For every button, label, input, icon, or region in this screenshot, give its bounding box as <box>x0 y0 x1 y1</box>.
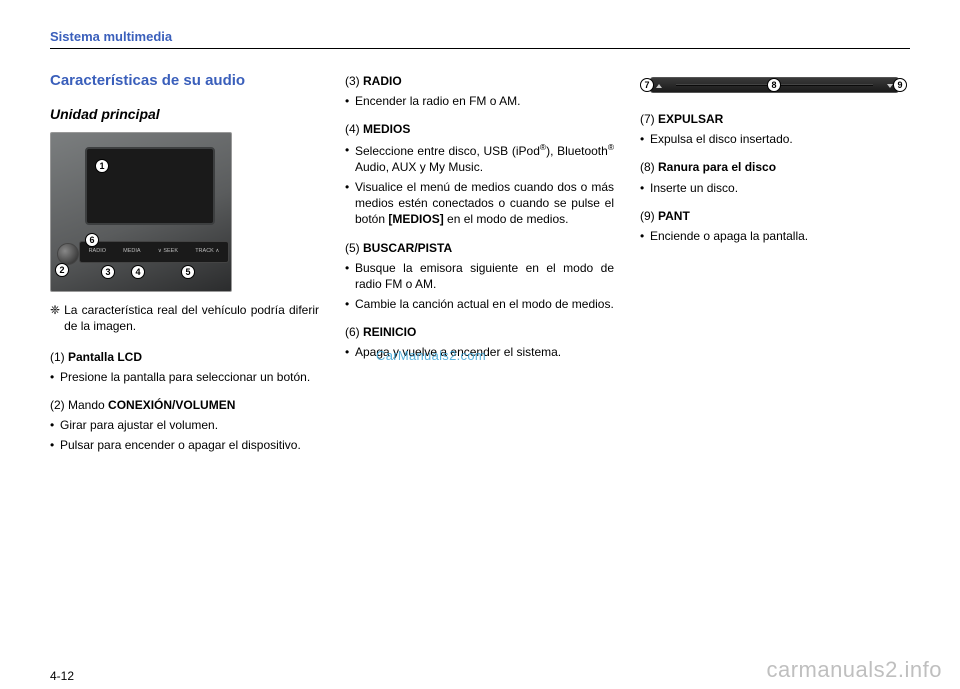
item-4-list: Seleccione entre disco, USB (iPod®), Blu… <box>345 142 614 228</box>
callout-5: 5 <box>181 265 195 279</box>
item-2-num: (2) Mando <box>50 398 108 412</box>
item-9-title: PANT <box>658 209 690 223</box>
item-5-list: Busque la emisora siguiente en el modo d… <box>345 260 614 313</box>
item-6-num: (6) <box>345 325 363 339</box>
item-5-title: BUSCAR/PISTA <box>363 241 452 255</box>
list-item: Seleccione entre disco, USB (iPod®), Blu… <box>345 142 614 175</box>
list-item: Visualice el menú de medios cuando dos o… <box>345 179 614 228</box>
item-8-head: (8) Ranura para el disco <box>640 159 909 175</box>
disclaimer-note: ❈ La característica real del vehículo po… <box>50 302 319 334</box>
item-4-num: (4) <box>345 122 363 136</box>
item-1-num: (1) <box>50 350 68 364</box>
callout-9: 9 <box>893 78 907 92</box>
note-text: La característica real del vehículo podr… <box>64 302 319 334</box>
item-9-head: (9) PANT <box>640 208 909 224</box>
list-item: Presione la pantalla para seleccionar un… <box>50 369 319 385</box>
list-item: Girar para ajustar el volumen. <box>50 417 319 433</box>
item-9-list: Enciende o apaga la pantalla. <box>640 228 909 244</box>
item-7-head: (7) EXPULSAR <box>640 111 909 127</box>
column-1: Características de su audio Unidad princ… <box>50 71 319 465</box>
btn-radio-label: RADIO <box>89 248 106 255</box>
item-3-title: RADIO <box>363 74 402 88</box>
item-8-title: Ranura para el disco <box>658 160 776 174</box>
item-5-head: (5) BUSCAR/PISTA <box>345 240 614 256</box>
item-9-num: (9) <box>640 209 658 223</box>
disc-slot-graphic: 7 8 9 <box>640 71 909 99</box>
item-2-head: (2) Mando CONEXIÓN/VOLUMEN <box>50 397 319 413</box>
btn-track-label: TRACK ∧ <box>195 248 219 255</box>
list-item: Inserte un disco. <box>640 180 909 196</box>
btn-media-label: MEDIA <box>123 248 140 255</box>
head-unit-photo: RADIO MEDIA ∨ SEEK TRACK ∧ 1 2 6 3 4 5 <box>50 132 232 292</box>
item-6-head: (6) REINICIO <box>345 324 614 340</box>
item-1-title: Pantalla LCD <box>68 350 142 364</box>
list-item: Pulsar para encender o apagar el disposi… <box>50 437 319 453</box>
item-3-list: Encender la radio en FM o AM. <box>345 93 614 109</box>
button-row: RADIO MEDIA ∨ SEEK TRACK ∧ <box>79 241 229 263</box>
feature-heading: Características de su audio <box>50 71 319 91</box>
note-symbol: ❈ <box>50 302 60 334</box>
item-2-list: Girar para ajustar el volumen. Pulsar pa… <box>50 417 319 453</box>
callout-3: 3 <box>101 265 115 279</box>
callout-4: 4 <box>131 265 145 279</box>
item-3-num: (3) <box>345 74 363 88</box>
list-item: Busque la emisora siguiente en el modo d… <box>345 260 614 292</box>
item-8-num: (8) <box>640 160 658 174</box>
list-item: Cambie la canción actual en el modo de m… <box>345 296 614 312</box>
item-5-num: (5) <box>345 241 363 255</box>
page-number: 4-12 <box>50 669 74 683</box>
volume-knob <box>57 243 79 265</box>
item-6-title: REINICIO <box>363 325 416 339</box>
callout-7: 7 <box>640 78 654 92</box>
manual-page: Sistema multimedia Características de su… <box>50 28 910 658</box>
item-3-head: (3) RADIO <box>345 73 614 89</box>
item-4-head: (4) MEDIOS <box>345 121 614 137</box>
column-2: (3) RADIO Encender la radio en FM o AM. … <box>345 71 614 465</box>
eject-icon <box>656 84 662 88</box>
list-item: Encender la radio en FM o AM. <box>345 93 614 109</box>
item-7-title: EXPULSAR <box>658 112 723 126</box>
callout-2: 2 <box>55 263 69 277</box>
content-columns: Características de su audio Unidad princ… <box>50 71 910 465</box>
section-title: Sistema multimedia <box>50 29 172 44</box>
btn-seek-label: ∨ SEEK <box>158 248 178 255</box>
column-3: 7 8 9 (7) EXPULSAR Expulsa el disco inse… <box>640 71 909 465</box>
subsection-heading: Unidad principal <box>50 105 319 124</box>
callout-8: 8 <box>767 78 781 92</box>
item-1-head: (1) Pantalla LCD <box>50 349 319 365</box>
watermark-bottom: carmanuals2.info <box>766 657 942 683</box>
list-item: Enciende o apaga la pantalla. <box>640 228 909 244</box>
header-rule: Sistema multimedia <box>50 28 910 49</box>
watermark-mid: CarManuals2.com <box>376 348 486 363</box>
item-1-list: Presione la pantalla para seleccionar un… <box>50 369 319 385</box>
item-2-title: CONEXIÓN/VOLUMEN <box>108 398 235 412</box>
item-8-list: Inserte un disco. <box>640 180 909 196</box>
item-7-list: Expulsa el disco insertado. <box>640 131 909 147</box>
item-7-num: (7) <box>640 112 658 126</box>
list-item: Expulsa el disco insertado. <box>640 131 909 147</box>
item-4-title: MEDIOS <box>363 122 410 136</box>
